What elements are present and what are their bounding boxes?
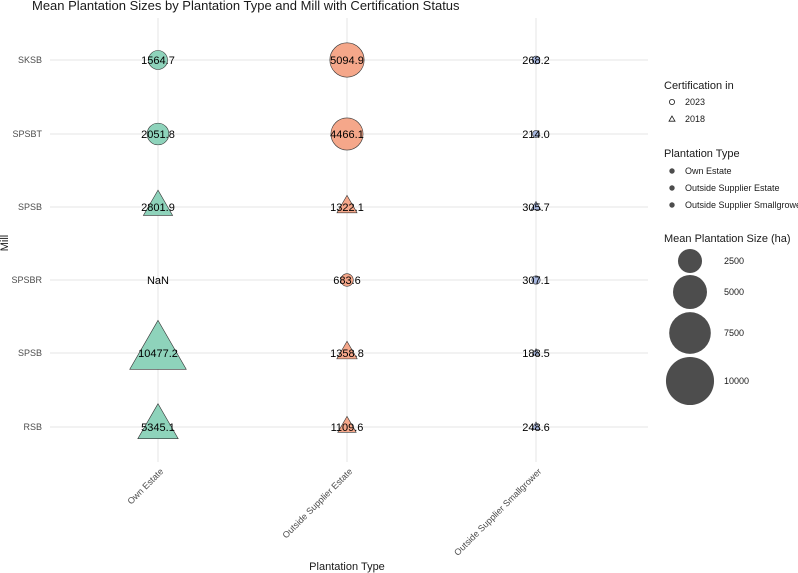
data-label: 188.5 <box>522 348 550 360</box>
legend-plantation-type-label: Outside Supplier Estate <box>685 183 780 193</box>
legend-triangle-icon <box>668 115 676 122</box>
data-point <box>129 319 187 370</box>
legend-size-label: 10000 <box>724 376 749 386</box>
data-label: 305.7 <box>522 202 550 214</box>
data-point <box>336 340 358 360</box>
y-tick-label: SPSBR <box>11 275 42 285</box>
data-label: 1322.1 <box>330 202 364 214</box>
data-point <box>337 415 357 433</box>
data-label: 214.0 <box>522 129 550 141</box>
data-point <box>148 50 168 70</box>
data-point <box>336 194 358 214</box>
legend-size-title: Mean Plantation Size (ha) <box>664 233 791 245</box>
data-point <box>340 273 354 287</box>
data-label: 2051.8 <box>141 129 175 141</box>
data-label: 5094.9 <box>330 55 364 67</box>
data-label: 268.2 <box>522 55 550 67</box>
data-point <box>531 55 541 65</box>
data-point <box>330 117 364 151</box>
y-tick-label: SPSB <box>18 348 42 358</box>
data-label: 2801.9 <box>141 202 175 214</box>
legend: Certification in Plantation Type Mean Pl… <box>664 80 798 406</box>
data-point <box>530 200 542 211</box>
data-point <box>329 42 365 78</box>
legend-size-circle <box>665 356 715 406</box>
chart-title: Mean Plantation Sizes by Plantation Type… <box>32 0 460 13</box>
y-tick-label: SPSBT <box>12 129 42 139</box>
legend-dot-icon <box>669 185 675 191</box>
x-tick-label: Outside Supplier Estate <box>280 466 354 540</box>
data-label: 307.1 <box>522 275 550 287</box>
legend-certification-title: Certification in <box>664 80 734 92</box>
legend-plantation-type-label: Own Estate <box>685 166 732 176</box>
data-point <box>531 421 541 430</box>
legend-certification-label: 2018 <box>685 114 705 124</box>
legend-size-circle <box>673 275 707 309</box>
data-label: 1109.6 <box>331 422 364 434</box>
legend-size-circle <box>669 312 711 354</box>
data-point <box>531 275 541 285</box>
grid-lines <box>50 18 648 462</box>
legend-size-circle <box>677 248 703 274</box>
data-labels: 1564.7 5094.9 268.2 2051.8 4466.1 214.0 2801.9… <box>138 55 550 434</box>
data-label: 1564.7 <box>141 55 175 67</box>
legend-plantation-type-label: Outside Supplier Smallgrower <box>685 200 798 210</box>
legend-dot-icon <box>669 202 675 208</box>
legend-size-label: 2500 <box>724 256 744 266</box>
data-points <box>129 42 542 439</box>
legend-plantation-type-title: Plantation Type <box>664 148 740 160</box>
y-tick-label: RSB <box>23 422 42 432</box>
data-point <box>142 189 174 216</box>
axis-ticks: SKSB SPSBT SPSB SPSBR SPSB RSB Own Estate Outsi… <box>11 55 543 558</box>
data-label: 248.6 <box>522 422 550 434</box>
data-label: NaN <box>147 275 169 287</box>
legend-dot-icon <box>669 168 675 174</box>
legend-certification-label: 2023 <box>685 97 705 107</box>
x-tick-label: Outside Supplier Smallgrower <box>452 466 543 557</box>
data-point <box>146 122 170 146</box>
data-label: 4466.1 <box>330 129 364 141</box>
data-label: 683.6 <box>333 275 361 287</box>
data-point <box>532 130 540 138</box>
data-point <box>531 348 541 356</box>
data-label: 10477.2 <box>138 348 178 360</box>
legend-size-label: 7500 <box>724 328 744 338</box>
data-label: 5345.1 <box>141 422 175 434</box>
y-tick-label: SPSB <box>18 202 42 212</box>
legend-circle-icon <box>669 99 676 106</box>
y-axis-title: Mill <box>0 235 11 252</box>
legend-size-label: 5000 <box>724 287 744 297</box>
data-point <box>137 403 179 439</box>
y-tick-label: SKSB <box>18 55 42 65</box>
data-label: 1358.8 <box>330 348 364 360</box>
x-axis-title: Plantation Type <box>309 561 385 573</box>
x-tick-label: Own Estate <box>125 466 165 506</box>
